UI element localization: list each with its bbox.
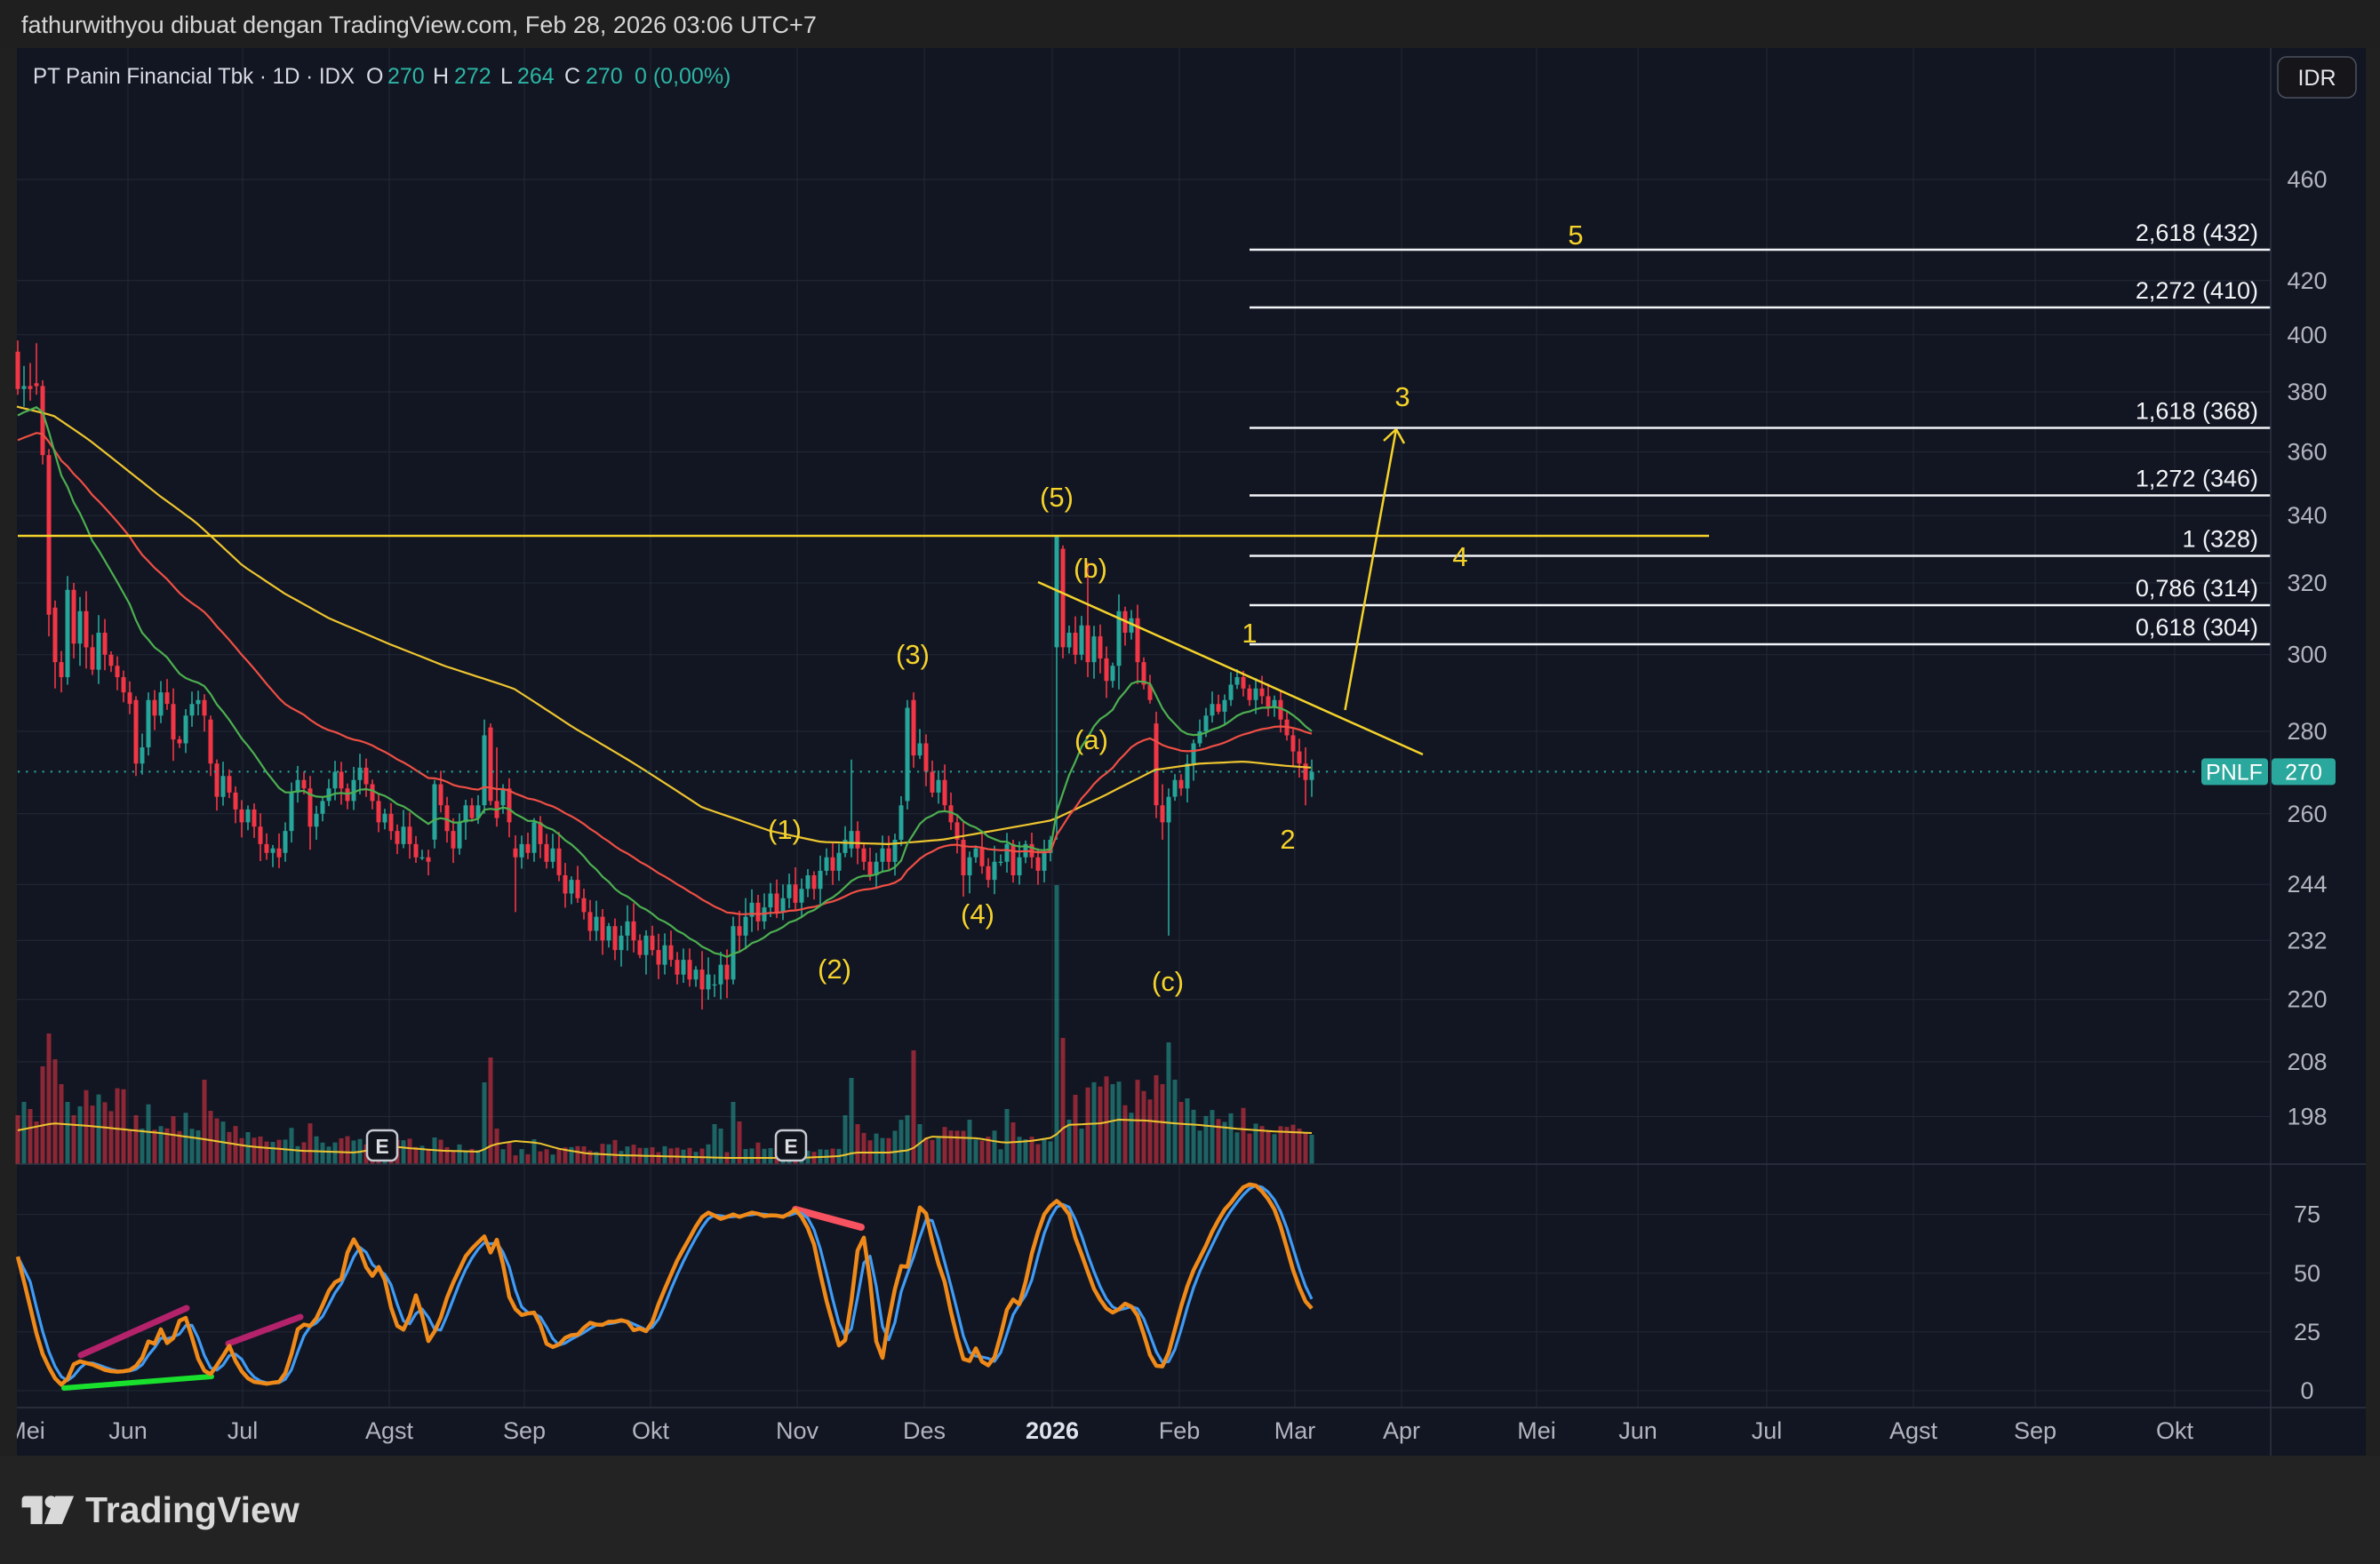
svg-text:260: 260: [2287, 801, 2327, 827]
svg-text:360: 360: [2287, 439, 2327, 466]
svg-text:380: 380: [2287, 379, 2327, 405]
svg-text:Apr: Apr: [1383, 1417, 1420, 1444]
svg-text:Mei: Mei: [6, 1417, 45, 1444]
svg-text:(4): (4): [961, 898, 994, 930]
svg-text:Agst: Agst: [365, 1417, 414, 1444]
svg-text:270: 270: [2285, 760, 2322, 785]
svg-text:TradingView: TradingView: [85, 1489, 299, 1530]
svg-text:Mei: Mei: [1517, 1417, 1556, 1444]
svg-text:2026: 2026: [1026, 1417, 1079, 1444]
svg-text:280: 280: [2287, 718, 2327, 745]
svg-text:50: 50: [2294, 1260, 2320, 1287]
svg-text:PT Panin Financial Tbk · 1D ·: PT Panin Financial Tbk · 1D · IDX: [33, 64, 355, 89]
svg-text:244: 244: [2287, 871, 2327, 898]
svg-text:PNLF: PNLF: [2206, 760, 2263, 785]
svg-text:O: O: [366, 64, 383, 89]
svg-text:E: E: [375, 1135, 388, 1158]
svg-text:(c): (c): [1152, 966, 1184, 997]
svg-text:Jul: Jul: [1752, 1417, 1783, 1444]
svg-text:Des: Des: [903, 1417, 946, 1444]
svg-text:5: 5: [1568, 219, 1583, 251]
svg-text:(2): (2): [818, 954, 851, 985]
svg-text:Sep: Sep: [2014, 1417, 2057, 1444]
svg-text:C: C: [564, 64, 580, 89]
svg-text:(b): (b): [1074, 553, 1107, 584]
svg-text:340: 340: [2287, 502, 2327, 529]
svg-text:1: 1: [1242, 618, 1257, 649]
svg-text:460: 460: [2287, 166, 2327, 193]
svg-text:208: 208: [2287, 1049, 2327, 1075]
svg-text:(5): (5): [1040, 482, 1074, 513]
svg-text:2,618 (432): 2,618 (432): [2136, 219, 2258, 246]
svg-text:Jun: Jun: [1618, 1417, 1657, 1444]
svg-text:270: 270: [387, 64, 425, 89]
svg-text:198: 198: [2287, 1104, 2327, 1130]
svg-text:(a): (a): [1074, 724, 1108, 755]
svg-text:0,786 (314): 0,786 (314): [2136, 575, 2258, 602]
svg-text:1,618 (368): 1,618 (368): [2136, 398, 2258, 425]
svg-text:Jun: Jun: [108, 1417, 148, 1444]
svg-text:IDR: IDR: [2297, 66, 2336, 91]
svg-text:0: 0: [2300, 1377, 2313, 1404]
svg-text:420: 420: [2287, 267, 2327, 294]
svg-text:272: 272: [454, 64, 491, 89]
svg-text:1 (328): 1 (328): [2182, 526, 2258, 553]
svg-text:0,618 (304): 0,618 (304): [2136, 614, 2258, 641]
svg-text:75: 75: [2294, 1201, 2320, 1228]
svg-text:Okt: Okt: [2156, 1417, 2194, 1444]
svg-text:300: 300: [2287, 642, 2327, 668]
svg-text:264: 264: [517, 64, 555, 89]
svg-text:(1): (1): [768, 814, 802, 845]
svg-text:232: 232: [2287, 927, 2327, 954]
svg-text:400: 400: [2287, 322, 2327, 348]
svg-text:2: 2: [1280, 824, 1295, 855]
svg-text:1,272 (346): 1,272 (346): [2136, 466, 2258, 492]
svg-text:Mar: Mar: [1274, 1417, 1316, 1444]
svg-text:3: 3: [1394, 381, 1410, 412]
svg-text:4: 4: [1452, 541, 1467, 572]
svg-text:H: H: [433, 64, 449, 89]
svg-text:Sep: Sep: [503, 1417, 546, 1444]
svg-text:(3): (3): [896, 639, 930, 670]
svg-text:25: 25: [2294, 1319, 2320, 1345]
svg-text:E: E: [784, 1135, 797, 1158]
svg-text:0 (0,00%): 0 (0,00%): [635, 64, 731, 89]
svg-text:220: 220: [2287, 986, 2327, 1013]
svg-text:2,272 (410): 2,272 (410): [2136, 277, 2258, 304]
svg-text:Agst: Agst: [1889, 1417, 1938, 1444]
svg-text:Jul: Jul: [228, 1417, 259, 1444]
svg-text:270: 270: [586, 64, 623, 89]
svg-text:Feb: Feb: [1159, 1417, 1201, 1444]
svg-text:L: L: [500, 64, 513, 89]
svg-text:Okt: Okt: [632, 1417, 670, 1444]
svg-text:320: 320: [2287, 570, 2327, 596]
svg-text:Nov: Nov: [776, 1417, 819, 1444]
svg-text:fathurwithyou dibuat dengan Tr: fathurwithyou dibuat dengan TradingView.…: [21, 12, 817, 38]
